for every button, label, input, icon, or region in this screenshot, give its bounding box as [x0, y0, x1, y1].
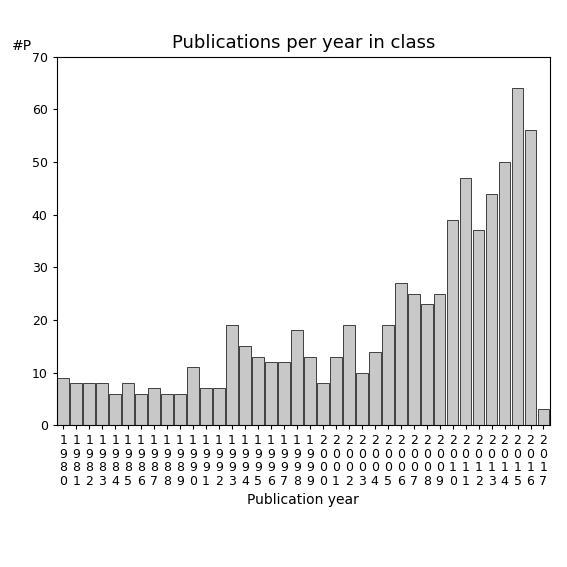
Bar [252, 357, 264, 425]
Bar [136, 393, 147, 425]
Text: #P: #P [12, 39, 32, 53]
Bar [109, 393, 121, 425]
Bar [226, 325, 238, 425]
Bar [200, 388, 212, 425]
Bar [330, 357, 342, 425]
Bar [356, 373, 367, 425]
Bar [473, 230, 484, 425]
Bar [408, 294, 420, 425]
Bar [70, 383, 82, 425]
Bar [265, 362, 277, 425]
Bar [538, 409, 549, 425]
Bar [486, 193, 497, 425]
Bar [511, 88, 523, 425]
Bar [174, 393, 186, 425]
Bar [291, 331, 303, 425]
Bar [343, 325, 354, 425]
Bar [213, 388, 225, 425]
Bar [122, 383, 134, 425]
Bar [304, 357, 316, 425]
Bar [278, 362, 290, 425]
Bar [460, 178, 471, 425]
Bar [447, 220, 459, 425]
X-axis label: Publication year: Publication year [247, 493, 359, 507]
Bar [96, 383, 108, 425]
Bar [148, 388, 160, 425]
Bar [83, 383, 95, 425]
Bar [434, 294, 446, 425]
Title: Publications per year in class: Publications per year in class [172, 35, 435, 52]
Bar [499, 162, 510, 425]
Bar [369, 352, 380, 425]
Bar [57, 378, 69, 425]
Bar [161, 393, 173, 425]
Bar [239, 346, 251, 425]
Bar [382, 325, 393, 425]
Bar [395, 283, 407, 425]
Bar [317, 383, 329, 425]
Bar [524, 130, 536, 425]
Bar [187, 367, 199, 425]
Bar [421, 304, 433, 425]
